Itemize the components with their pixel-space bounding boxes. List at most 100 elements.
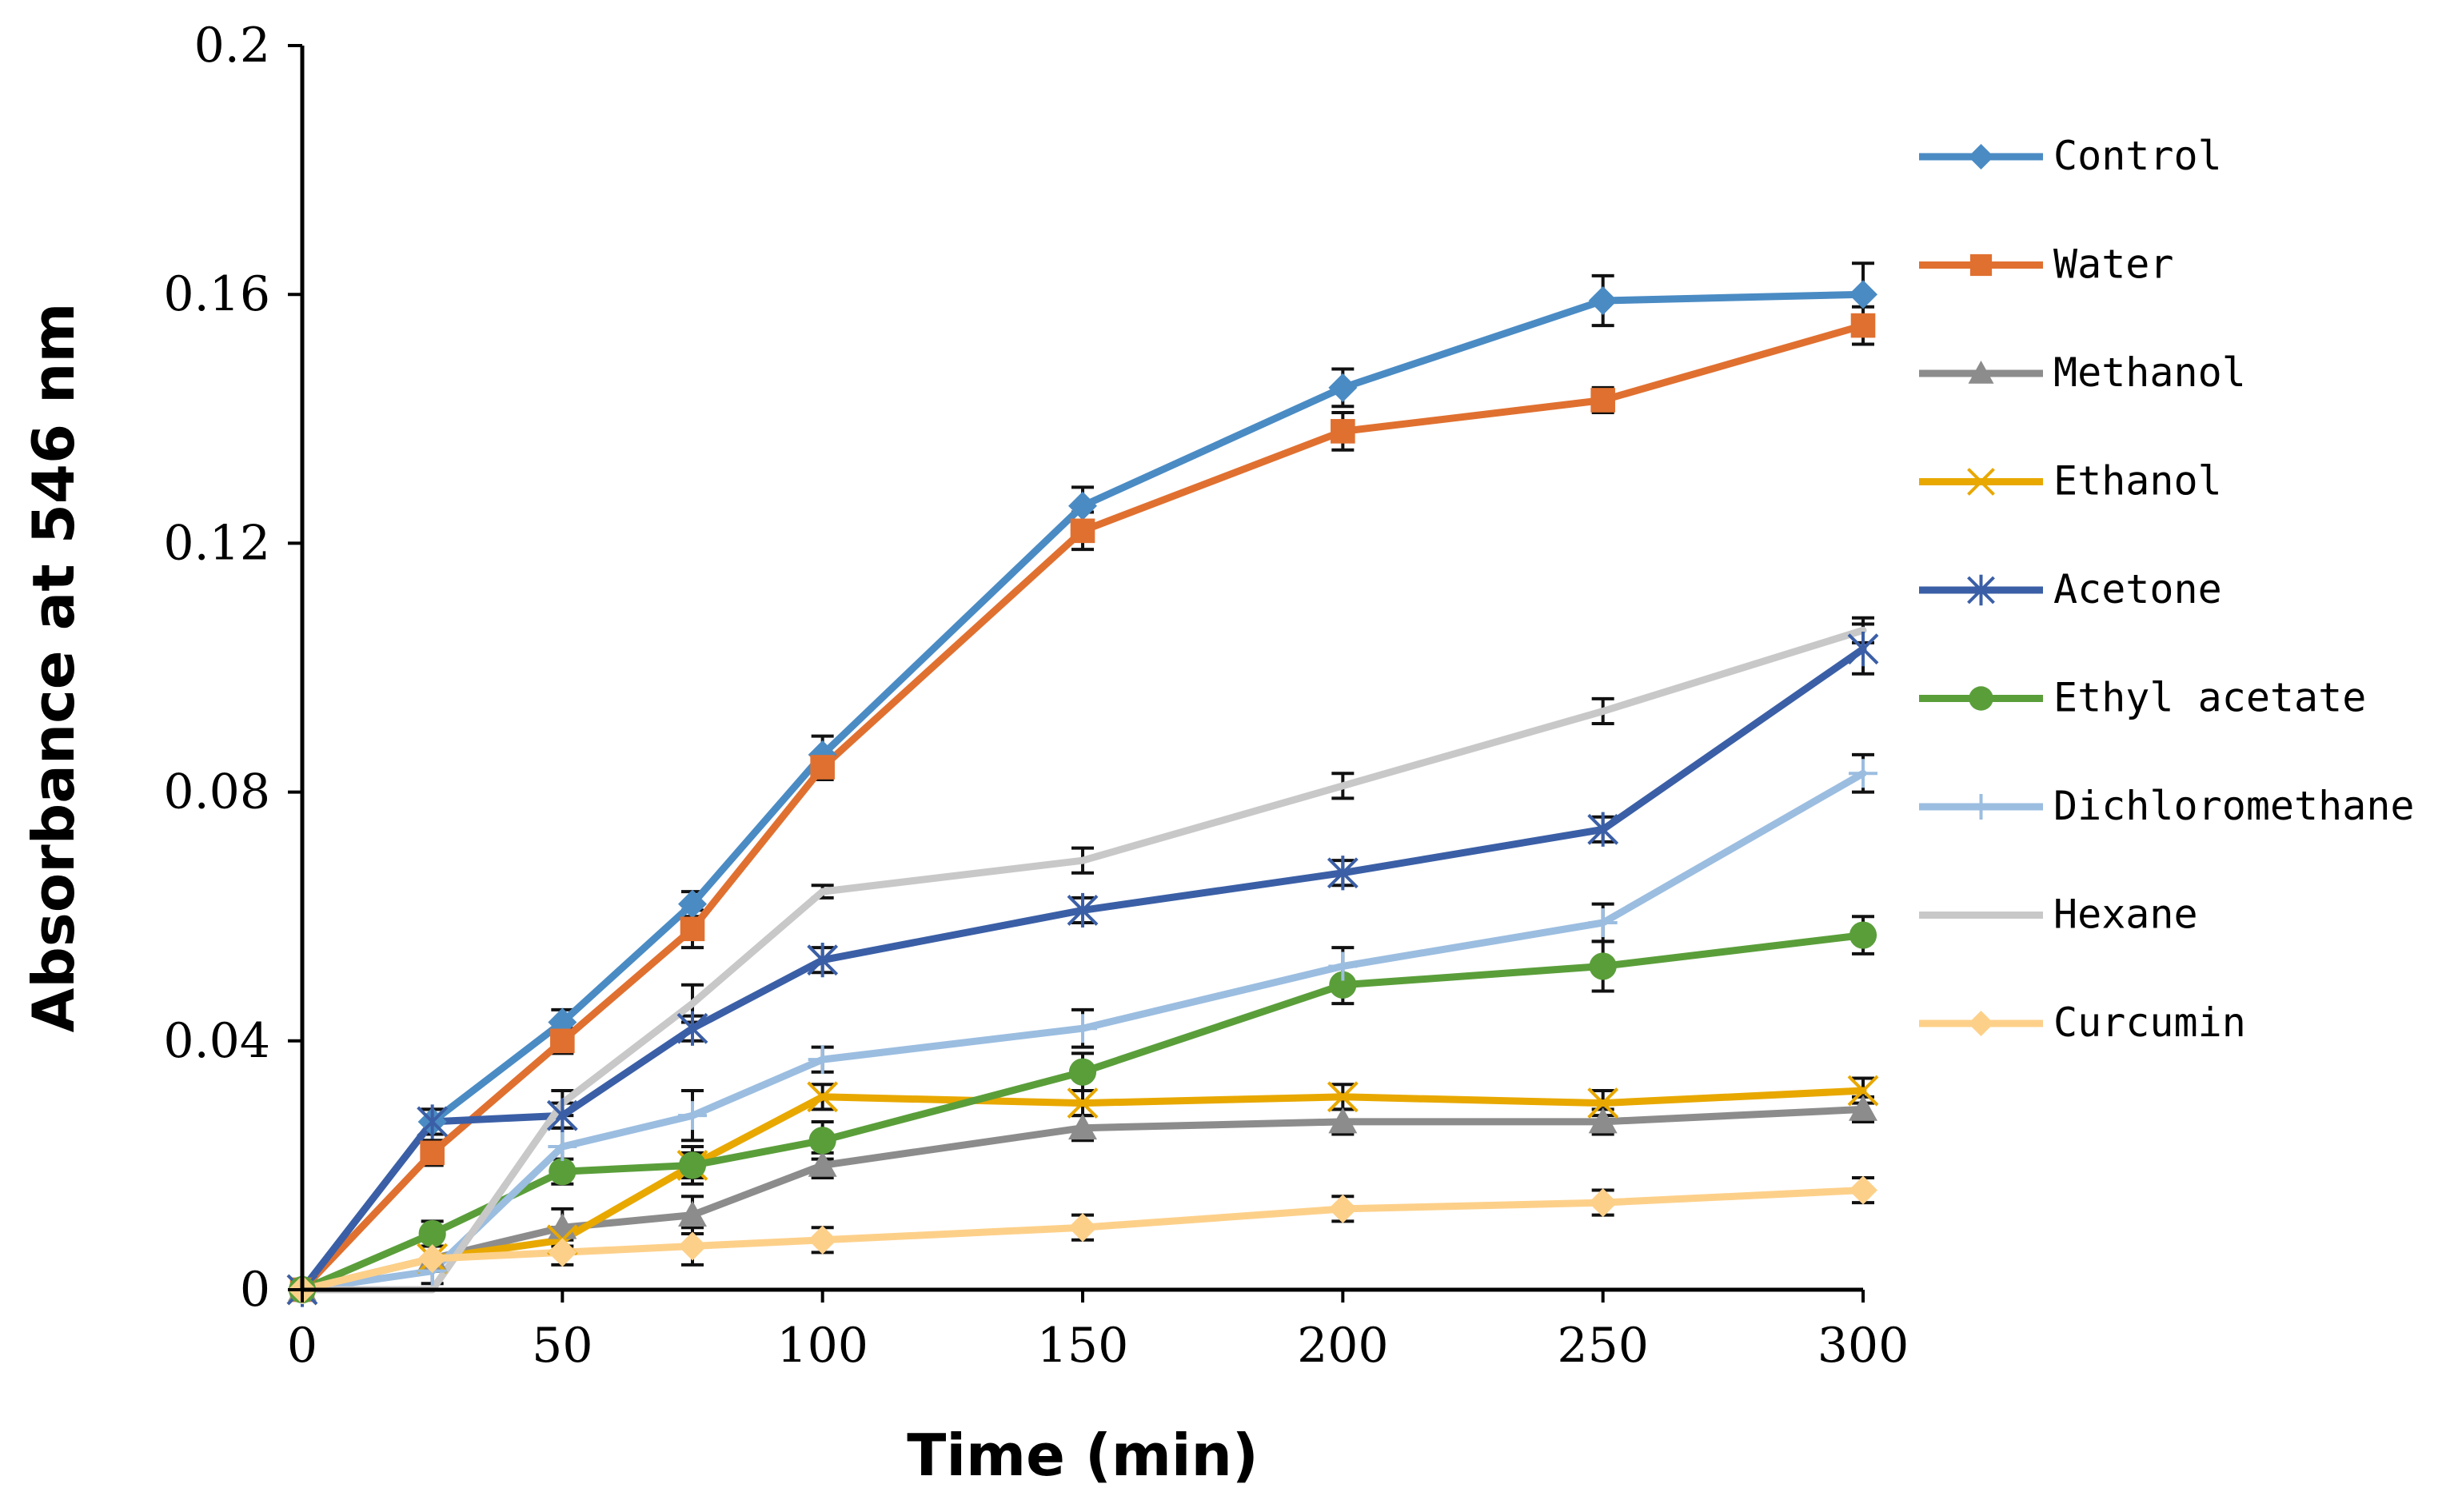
data-point-circle — [1329, 971, 1357, 999]
data-point-diamond — [1328, 1194, 1358, 1223]
data-point-diamond — [678, 889, 707, 919]
data-point-plus — [1588, 908, 1618, 937]
data-point-x — [1327, 1081, 1359, 1113]
legend-item: Ethanol — [1919, 458, 2222, 505]
x-tick-label: 50 — [532, 1318, 593, 1374]
data-point-diamond — [1849, 280, 1877, 309]
data-point-circle — [549, 1158, 577, 1186]
data-point-asterisk — [546, 1098, 578, 1133]
x-axis-title: Time (min) — [907, 1422, 1259, 1489]
data-point-circle — [1068, 1058, 1097, 1086]
data-point-x — [1847, 1075, 1879, 1107]
data-point-diamond — [1588, 285, 1618, 315]
data-point-diamond — [1968, 144, 1994, 170]
data-point-diamond — [1968, 1011, 1994, 1036]
data-point-triangle — [1588, 1107, 1618, 1134]
data-point-x — [1967, 468, 1995, 496]
data-point-diamond — [548, 1238, 577, 1267]
data-point-circle — [418, 1219, 446, 1248]
data-point-square — [420, 1140, 445, 1166]
data-point-square — [1850, 313, 1876, 338]
legend-label: Ethanol — [2053, 458, 2222, 505]
legend-label: Dichloromethane — [2053, 783, 2415, 829]
legend-item: Methanol — [1919, 349, 2246, 396]
legend-label: Methanol — [2053, 349, 2246, 396]
series-markers-layer — [286, 280, 1879, 1307]
data-point-square — [810, 755, 835, 780]
data-point-square — [1331, 419, 1355, 444]
data-point-circle — [1849, 921, 1877, 949]
legend-item: Ethyl acetate — [1919, 675, 2366, 721]
legend-item: Dichloromethane — [1919, 783, 2415, 829]
data-point-diamond — [1328, 373, 1358, 402]
legend-item: Water — [1919, 241, 2174, 288]
x-tick-label: 300 — [1818, 1318, 1909, 1374]
legend: Control Water Methanol Ethanol Acetone Ethyl … — [1919, 133, 2415, 1046]
data-point-triangle — [1328, 1107, 1358, 1134]
data-point-x — [807, 1081, 839, 1113]
data-point-square — [550, 1028, 575, 1054]
x-tick-label: 200 — [1297, 1318, 1389, 1374]
legend-item: Curcumin — [1919, 999, 2246, 1046]
data-point-asterisk — [1587, 812, 1619, 847]
data-point-square — [1070, 518, 1095, 544]
y-tick-label: 0.2 — [194, 18, 270, 74]
data-point-diamond — [678, 1231, 707, 1261]
x-tick-label: 0 — [287, 1318, 317, 1374]
legend-item: Control — [1919, 133, 2222, 179]
legend-label: Hexane — [2053, 892, 2198, 938]
data-point-triangle — [1968, 361, 1994, 384]
x-tick-label: 250 — [1557, 1318, 1649, 1374]
data-point-square — [680, 916, 705, 942]
data-point-triangle — [1068, 1113, 1097, 1140]
y-axis-title: Absorbance at 546 nm — [20, 303, 87, 1033]
data-point-circle — [1969, 686, 1993, 711]
data-point-asterisk — [1847, 632, 1879, 667]
legend-label: Ethyl acetate — [2053, 675, 2366, 721]
data-point-diamond — [417, 1244, 447, 1274]
y-tick-label: 0 — [240, 1262, 270, 1318]
data-point-asterisk — [676, 1011, 708, 1046]
data-point-square — [1590, 388, 1615, 413]
data-point-triangle — [678, 1200, 707, 1227]
legend-item: Hexane — [1919, 892, 2198, 938]
data-point-circle — [1589, 952, 1617, 980]
data-point-circle — [678, 1151, 707, 1179]
data-point-plus — [1968, 794, 1994, 820]
legend-label: Control — [2053, 133, 2222, 179]
y-tick-label: 0.08 — [163, 764, 270, 820]
y-tick-label: 0.04 — [163, 1013, 270, 1069]
legend-item: Acetone — [1919, 566, 2222, 612]
data-point-plus — [678, 1101, 707, 1131]
data-point-asterisk — [1067, 892, 1099, 928]
y-tick-label: 0.16 — [163, 266, 270, 322]
data-point-diamond — [1588, 1188, 1618, 1218]
data-point-diamond — [1068, 1213, 1097, 1243]
data-point-plus — [548, 1132, 577, 1162]
data-point-circle — [808, 1127, 836, 1155]
data-point-triangle — [1849, 1095, 1877, 1121]
legend-label: Curcumin — [2053, 999, 2246, 1046]
x-tick-label: 100 — [776, 1318, 868, 1374]
data-point-square — [1969, 253, 1993, 277]
data-point-diamond — [1068, 491, 1097, 521]
y-tick-label: 0.12 — [163, 515, 270, 571]
data-point-asterisk — [1967, 574, 1995, 606]
data-point-plus — [1068, 1014, 1097, 1043]
data-point-diamond — [1849, 1175, 1877, 1205]
legend-label: Water — [2053, 241, 2174, 288]
axes: 0 50 100 150 200 250 300 0 0.04 0.08 0.12 0.16 0.2 — [163, 18, 1909, 1374]
data-point-asterisk — [1327, 856, 1359, 891]
data-point-x — [1067, 1087, 1099, 1119]
data-point-diamond — [808, 1225, 837, 1255]
series-line — [298, 626, 1867, 1294]
data-point-plus — [808, 1045, 837, 1075]
data-point-asterisk — [417, 1104, 449, 1139]
x-tick-label: 150 — [1037, 1318, 1129, 1374]
data-point-x — [1587, 1087, 1619, 1119]
data-point-asterisk — [807, 943, 839, 978]
legend-label: Acetone — [2053, 566, 2222, 612]
series-line — [298, 645, 1867, 1294]
data-point-plus — [1849, 759, 1877, 788]
